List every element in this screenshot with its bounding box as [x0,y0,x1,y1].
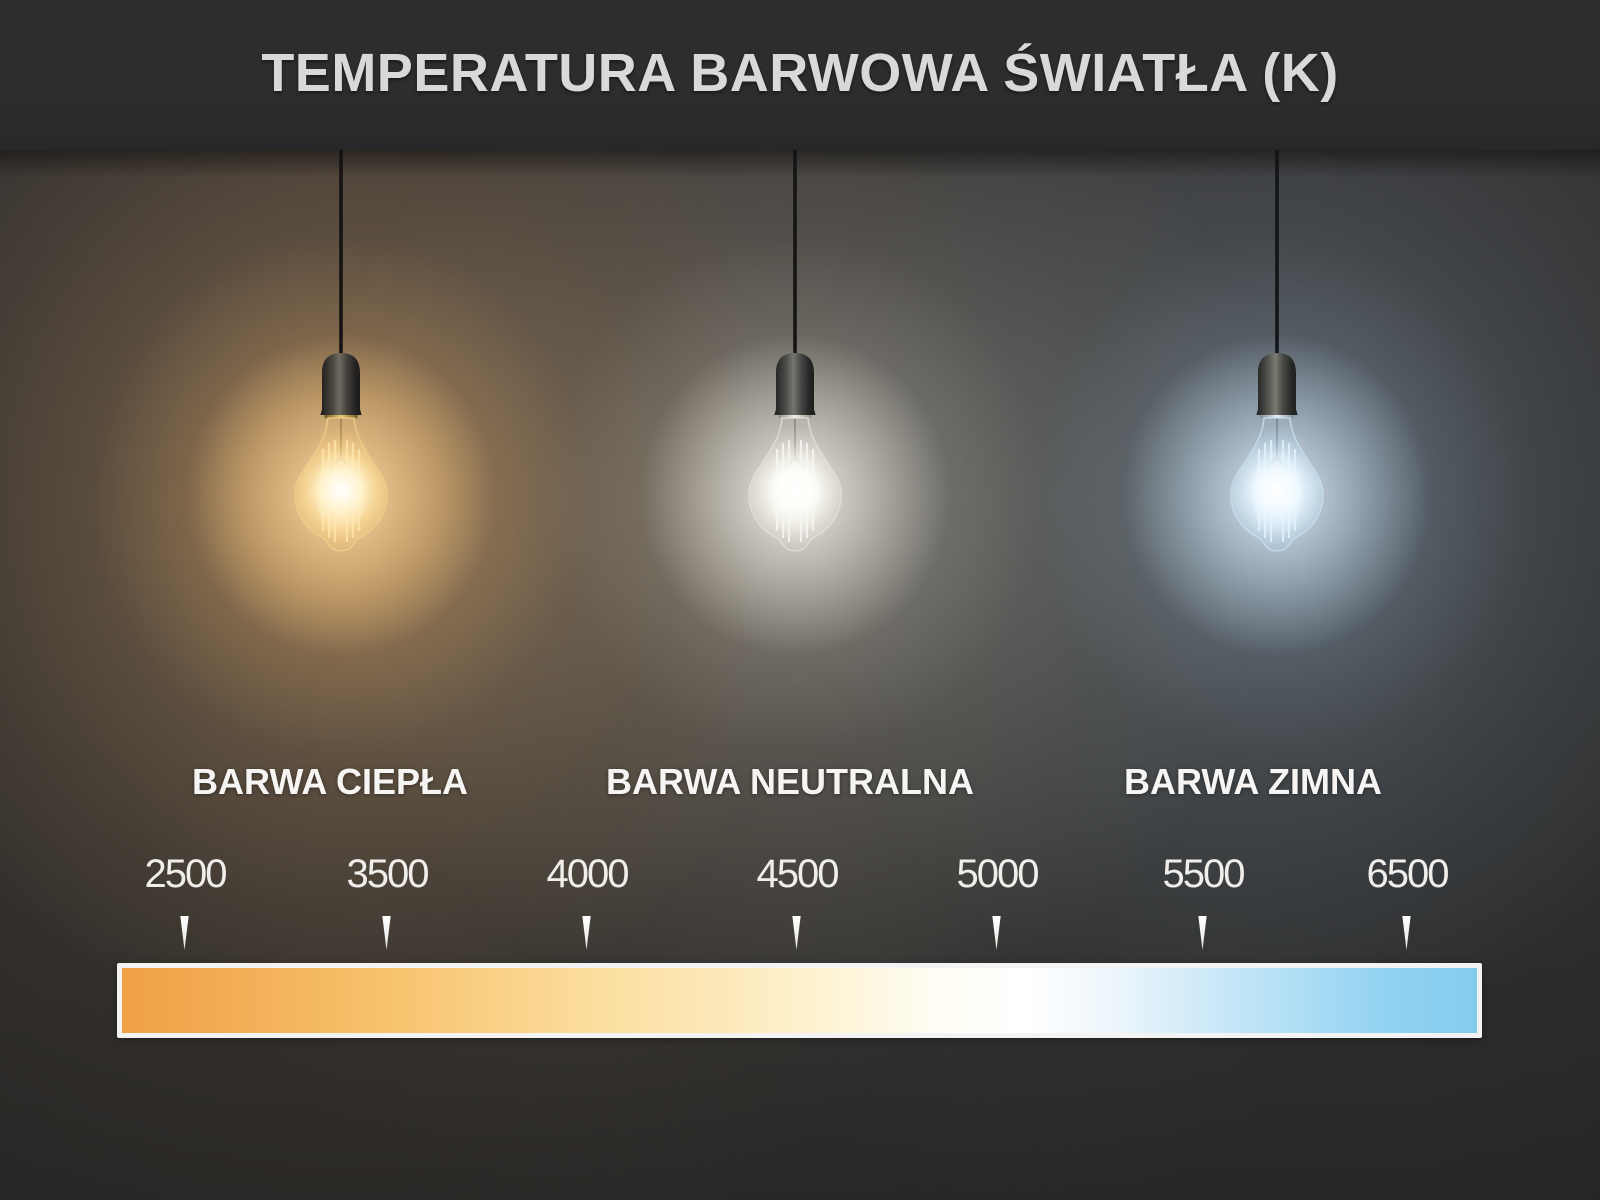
socket-brass-ring [778,415,812,419]
scale-pointer-icon [1402,916,1411,950]
socket-brass-ring [1260,415,1294,419]
lamp-socket [1256,353,1298,415]
scale-tick-label: 2500 [144,852,228,896]
cold-bulb-icon [1230,150,1324,552]
bulb-glass [1230,417,1324,552]
pendant-cord [1275,150,1279,356]
scale-tick-label: 6500 [1366,852,1450,896]
wall-background: BARWA CIEPŁA BARWA NEUTRALNA BARWA ZIMNA… [0,150,1600,1200]
scale-pointer-icon [1198,916,1207,950]
scale-tick-label: 5000 [956,852,1040,896]
bulb-glass [748,417,842,552]
section-label-neutral: BARWA NEUTRALNA [606,761,974,802]
scale-tick-label: 4500 [756,852,840,896]
scale-pointer-icon [792,916,801,950]
scale-pointer-icon [582,916,591,950]
scale-tick-label: 3500 [346,852,430,896]
header-band: TEMPERATURA BARWOWA ŚWIATŁA (K) [0,0,1600,152]
scale-tick-label: 5500 [1162,852,1246,896]
section-label-cold: BARWA ZIMNA [1124,761,1382,802]
socket-brass-ring [324,415,358,419]
bulb-glass [294,417,388,552]
warm-bulb-icon [294,150,388,552]
page-title: TEMPERATURA BARWOWA ŚWIATŁA (K) [261,43,1339,103]
lamp-socket [774,353,816,415]
neutral-bulb-icon [748,150,842,552]
pendant-cord [793,150,797,356]
section-label-warm: BARWA CIEPŁA [191,761,468,802]
scale-pointer-icon [992,916,1001,950]
lamp-socket [320,353,362,415]
temperature-gradient-bar-fill [122,968,1477,1033]
temperature-gradient-bar [117,963,1482,1038]
pendant-cord [339,150,343,356]
scale-tick-label: 4000 [546,852,630,896]
scale-pointer-icon [180,916,189,950]
scale-pointer-icon [382,916,391,950]
